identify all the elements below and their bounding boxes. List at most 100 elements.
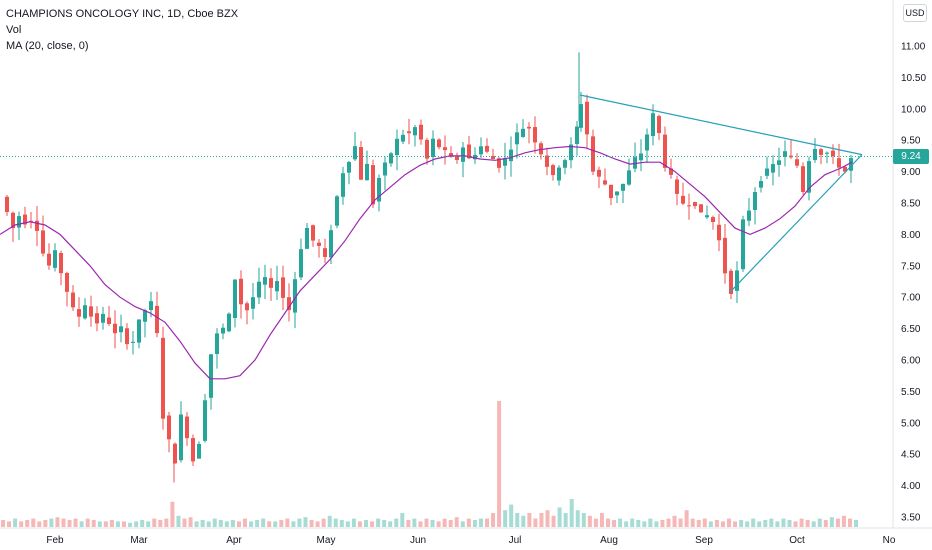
volume-bar xyxy=(1,520,5,527)
candle-body xyxy=(365,163,369,181)
volume-bar xyxy=(854,520,859,527)
candle-body xyxy=(497,158,501,168)
volume-bar xyxy=(212,518,217,527)
volume-bar xyxy=(672,515,677,527)
candle-body xyxy=(765,168,769,176)
volume-bar xyxy=(509,504,514,527)
volume-bar xyxy=(454,517,459,527)
candle-body xyxy=(485,145,489,152)
candle-body xyxy=(527,126,531,129)
candle-body xyxy=(419,124,423,140)
candle-body xyxy=(801,166,805,193)
ma-indicator-label[interactable]: MA (20, close, 0) xyxy=(6,40,89,52)
volume-bar xyxy=(182,518,187,527)
price-tick-label: 3.50 xyxy=(901,513,921,524)
volume-bar xyxy=(593,518,598,527)
candle-body xyxy=(35,220,39,231)
candle-body xyxy=(575,126,579,145)
volume-bar xyxy=(351,518,356,527)
volume-bar xyxy=(309,520,314,527)
volume-bar xyxy=(678,518,683,527)
volume-bar xyxy=(224,521,229,527)
volume-indicator-label[interactable]: Vol xyxy=(6,24,22,36)
trendlines[interactable] xyxy=(579,94,863,293)
volume-bar xyxy=(660,520,665,527)
price-tick-label: 7.00 xyxy=(901,293,921,304)
candle-body xyxy=(579,104,583,128)
volume-bar xyxy=(751,518,756,527)
volume-bar xyxy=(799,518,804,527)
candle-body xyxy=(461,147,465,162)
volume-bar xyxy=(206,521,211,527)
candle-body xyxy=(545,155,549,167)
moving-average-line xyxy=(0,145,853,380)
price-tick-label: 8.00 xyxy=(901,230,921,241)
candle-body xyxy=(407,131,411,134)
price-tick-label: 5.50 xyxy=(901,387,921,398)
candle-body xyxy=(639,153,643,161)
candle-body xyxy=(209,354,213,398)
candle-body xyxy=(759,181,763,188)
candle-body xyxy=(657,116,661,134)
volume-bar xyxy=(581,513,586,527)
volume-bar xyxy=(333,518,338,527)
symbol-title[interactable]: CHAMPIONS ONCOLOGY INC, 1D, Cboe BZX xyxy=(6,8,239,20)
candle-body xyxy=(783,151,787,157)
time-axis[interactable]: Feb Mar Apr May Jun Jul Aug Sep Oct No xyxy=(46,535,895,546)
candle-body xyxy=(585,101,589,135)
volume-bar xyxy=(152,518,157,527)
price-tick-label: 6.50 xyxy=(901,324,921,335)
time-tick-label: Jul xyxy=(509,535,522,546)
volume-bars xyxy=(1,401,859,527)
candle-body xyxy=(41,230,45,254)
candle-body xyxy=(131,341,135,343)
volume-bar xyxy=(442,518,447,527)
volume-bar xyxy=(412,518,417,527)
candle-body xyxy=(705,215,709,218)
volume-bar xyxy=(79,521,84,527)
currency-badge[interactable]: USD xyxy=(903,4,927,22)
price-tick-label: 4.50 xyxy=(901,450,921,461)
volume-bar xyxy=(109,520,114,527)
candle-body xyxy=(449,153,453,157)
volume-bar xyxy=(466,518,471,527)
candle-body xyxy=(119,326,123,333)
volume-bar xyxy=(745,521,750,527)
volume-bar xyxy=(606,518,610,527)
volume-bar xyxy=(539,513,544,527)
last-price-tag: 9.24 xyxy=(893,149,929,164)
candle-body xyxy=(735,270,739,291)
candle-body xyxy=(95,313,99,324)
volume-bar xyxy=(249,521,254,527)
volume-bar xyxy=(140,520,145,527)
volume-bar xyxy=(188,517,193,527)
price-tick-label: 6.00 xyxy=(901,356,921,367)
volume-bar xyxy=(485,518,489,527)
candle-body xyxy=(251,297,255,309)
candle-body xyxy=(335,196,339,226)
volume-bar xyxy=(739,520,744,527)
volume-bar xyxy=(835,518,840,527)
candle-body xyxy=(569,144,573,161)
candle-body xyxy=(533,127,537,143)
candle-body xyxy=(699,204,703,213)
candle-body xyxy=(197,443,201,459)
volume-bar xyxy=(19,521,24,527)
price-axis[interactable]: 3.50 4.00 4.50 5.00 5.50 6.00 6.50 7.00 7.50 8.00… xyxy=(901,42,926,524)
time-tick-label: Oct xyxy=(789,535,805,546)
candle-body xyxy=(837,158,841,168)
candle-body xyxy=(663,134,667,168)
volume-bar xyxy=(134,521,139,527)
candle-body xyxy=(23,214,27,225)
candle-body xyxy=(515,132,519,145)
candle-body xyxy=(813,148,817,161)
candle-body xyxy=(317,242,321,246)
price-tick-label: 9.50 xyxy=(901,136,921,147)
volume-bar xyxy=(115,521,120,527)
candle-body xyxy=(795,159,799,166)
candle-body xyxy=(425,139,429,159)
candle-body xyxy=(149,301,153,311)
volume-bar xyxy=(55,517,60,527)
candle-body xyxy=(323,248,327,257)
